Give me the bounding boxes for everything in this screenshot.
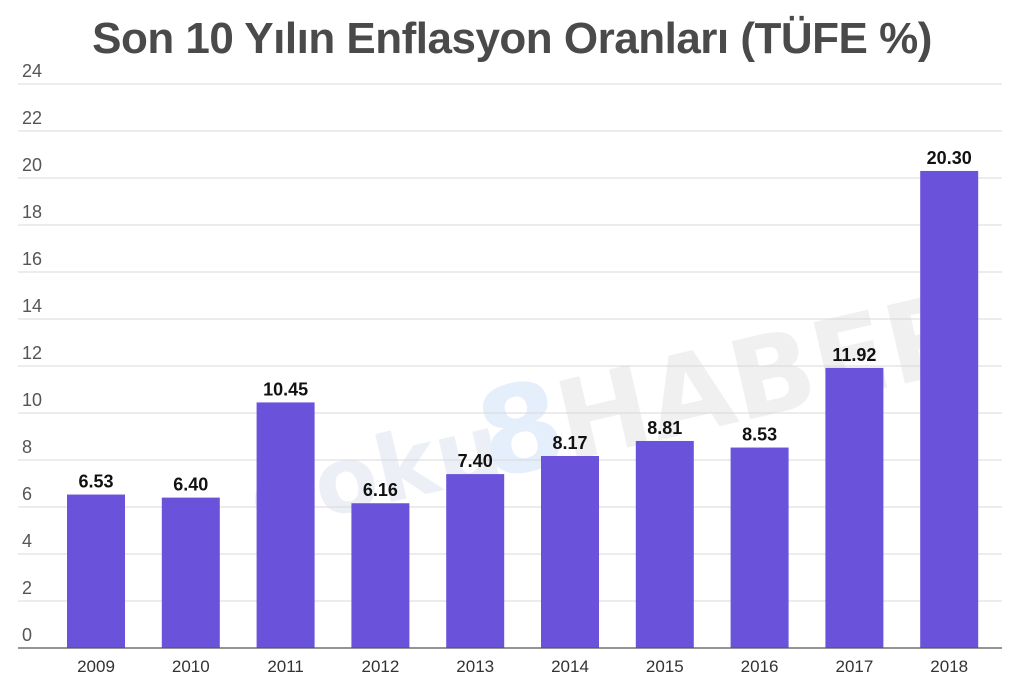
bar-2012	[351, 503, 410, 648]
x-tick-label: 2015	[646, 657, 684, 676]
value-label: 7.40	[458, 451, 493, 471]
bar-2018	[920, 170, 979, 648]
value-label: 6.40	[173, 475, 208, 495]
x-tick-label: 2014	[551, 657, 589, 676]
bar-2009	[67, 494, 125, 648]
bar-2014	[541, 456, 599, 648]
bar-2016	[730, 447, 789, 648]
x-tick-label: 2013	[456, 657, 494, 676]
bar-2013	[446, 474, 505, 648]
value-label: 20.30	[927, 148, 972, 168]
y-tick-label: 24	[22, 61, 42, 81]
y-tick-label: 6	[22, 484, 32, 504]
y-tick-label: 10	[22, 390, 42, 410]
bar-2017	[825, 367, 884, 648]
chart-title: Son 10 Yılın Enflasyon Oranları (TÜFE %)	[92, 14, 932, 63]
value-label: 6.16	[363, 480, 398, 500]
bar-2015	[635, 440, 694, 648]
y-tick-label: 16	[22, 249, 42, 269]
x-tick-label: 2017	[835, 657, 873, 676]
x-tick-label: 2016	[741, 657, 779, 676]
y-tick-label: 0	[22, 625, 32, 645]
x-tick-label: 2018	[930, 657, 968, 676]
bars	[67, 170, 979, 648]
y-tick-label: 4	[22, 531, 32, 551]
bar-2010	[161, 497, 220, 648]
y-tick-label: 2	[22, 578, 32, 598]
value-label: 8.81	[647, 418, 682, 438]
x-tick-label: 2011	[267, 657, 304, 676]
x-tick-label: 2012	[361, 657, 399, 676]
x-axis: 2009 2010 2011 2012 2013 2014 2015 2016 2017 2018	[18, 647, 1002, 676]
value-label: 8.53	[742, 425, 777, 445]
value-label: 6.53	[78, 472, 113, 492]
y-tick-label: 20	[22, 155, 42, 175]
value-label: 11.92	[832, 345, 876, 365]
y-tick-label: 12	[22, 343, 42, 363]
value-label: 8.17	[552, 433, 587, 453]
y-tick-label: 8	[22, 437, 32, 457]
bar-2011	[256, 402, 315, 648]
value-label: 10.45	[263, 379, 308, 399]
value-labels: 6.53 6.40 10.45 6.16 7.40 8.17 8.81 8.53 11.92 20…	[78, 148, 971, 500]
y-tick-label: 14	[22, 296, 42, 316]
y-tick-label: 18	[22, 202, 42, 222]
y-tick-label: 22	[22, 108, 42, 128]
x-tick-label: 2010	[172, 657, 210, 676]
x-tick-label: 2009	[77, 657, 115, 676]
